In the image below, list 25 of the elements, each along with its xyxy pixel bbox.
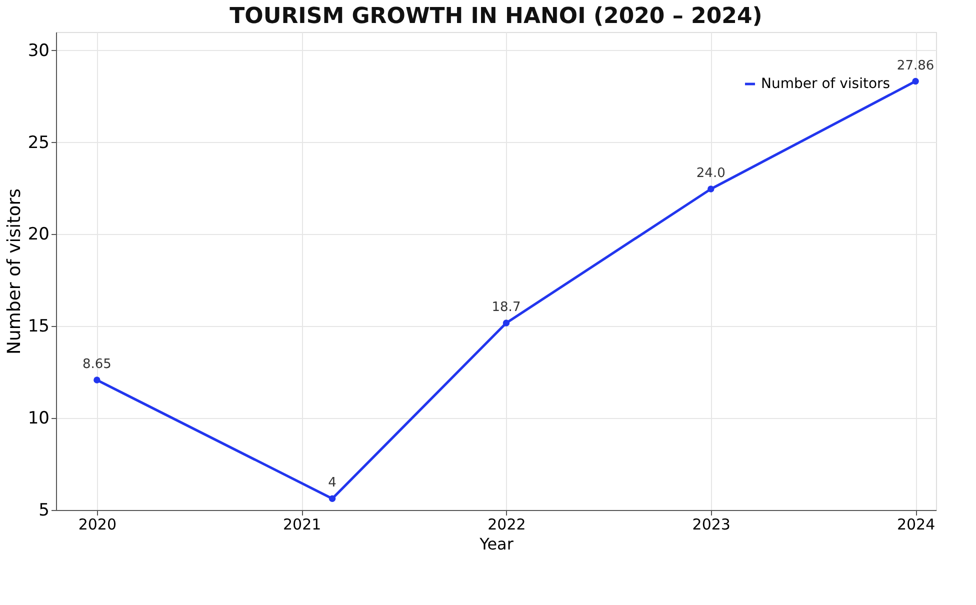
x-tick-label: 2023 bbox=[692, 516, 730, 534]
point bbox=[912, 78, 919, 85]
y-tick-label: 10 bbox=[28, 408, 50, 429]
annotation: 18.7 bbox=[492, 300, 521, 316]
x-tick-label: 2022 bbox=[488, 516, 526, 534]
annotation: 8.65 bbox=[82, 357, 112, 372]
y-tick-label: 5 bbox=[38, 500, 50, 520]
legend-label: Number of visitors bbox=[761, 76, 890, 92]
y-tick-label: 20 bbox=[28, 224, 50, 245]
x-axis-title: Year bbox=[478, 534, 514, 554]
point bbox=[328, 495, 336, 502]
y-axis-title: Number of visitors bbox=[4, 188, 25, 354]
annotation: 24.0 bbox=[696, 166, 726, 182]
annotation: 4 bbox=[328, 476, 336, 491]
point bbox=[94, 376, 100, 384]
y-tick-label: 15 bbox=[28, 316, 50, 337]
annotation: 27.86 bbox=[896, 58, 934, 74]
x-tick-label: 2021 bbox=[282, 516, 322, 534]
chart-title: TOURISM GROWTH IN HANOI (2020 – 2024) bbox=[230, 4, 762, 29]
point bbox=[708, 186, 714, 192]
x-tick-label: 2020 bbox=[78, 516, 117, 534]
y-tick-label: 25 bbox=[28, 132, 50, 153]
y-tick-label: 30 bbox=[28, 40, 50, 61]
x-tick-label: 2024 bbox=[896, 516, 936, 534]
point bbox=[502, 320, 510, 326]
